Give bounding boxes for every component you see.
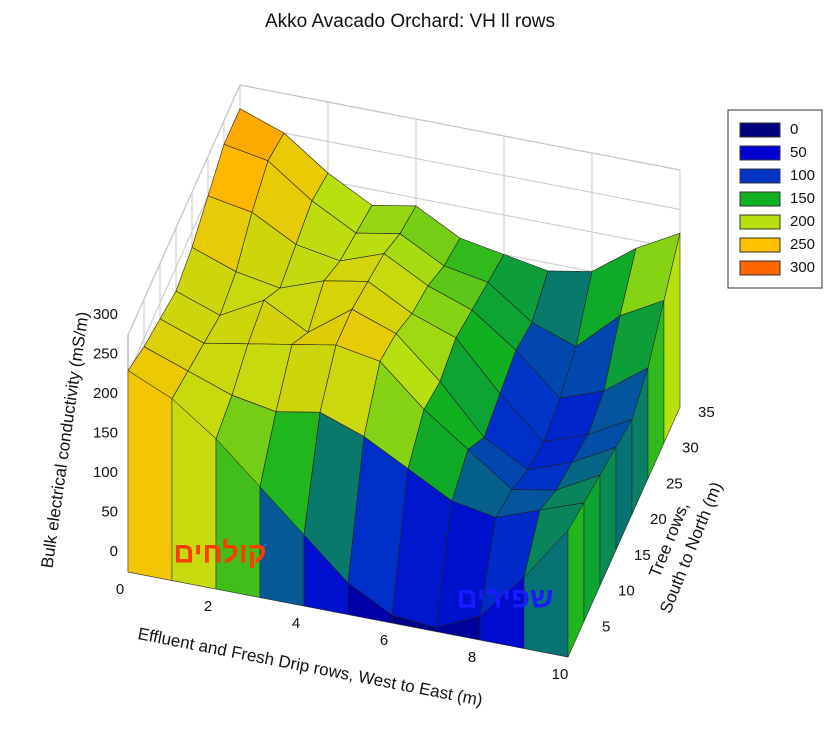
x-tick-label: 6 xyxy=(380,632,388,649)
z-tick-label: 200 xyxy=(93,385,118,402)
z-tick-label: 300 xyxy=(93,306,118,323)
y-tick-label: 5 xyxy=(602,618,610,635)
z-tick-label: 50 xyxy=(101,503,118,520)
legend-swatch xyxy=(739,237,781,253)
legend-label: 200 xyxy=(790,213,815,230)
y-tick-label: 15 xyxy=(634,547,651,564)
y-tick-label: 10 xyxy=(618,583,635,600)
y-tick-label: 25 xyxy=(666,475,683,492)
legend-swatch xyxy=(739,260,781,276)
grid-line xyxy=(127,84,241,336)
x-tick-label: 4 xyxy=(292,615,300,632)
x-tick-label: 2 xyxy=(204,598,212,615)
y-tick-label: 35 xyxy=(698,404,715,421)
legend-swatch xyxy=(739,214,781,230)
legend-label: 300 xyxy=(790,259,815,276)
legend-swatch xyxy=(739,145,781,161)
annotation: שפירים xyxy=(457,583,554,615)
right-wall xyxy=(663,233,681,443)
legend-label: 250 xyxy=(790,236,815,253)
grid-line xyxy=(239,84,681,171)
z-tick-label: 250 xyxy=(93,345,118,362)
z-tick-label: 100 xyxy=(93,464,118,481)
z-axis-label: Bulk electrical conductivity (mS/m) xyxy=(38,310,93,569)
legend-swatch xyxy=(739,168,781,184)
legend-label: 50 xyxy=(790,144,807,161)
y-tick-label: 20 xyxy=(650,511,667,528)
x-tick-label: 0 xyxy=(116,581,124,598)
x-tick-label: 8 xyxy=(468,649,476,666)
z-tick-label: 0 xyxy=(110,543,118,560)
right-wall xyxy=(567,501,585,658)
front-wall xyxy=(127,370,173,581)
legend-swatch xyxy=(739,191,781,207)
chart-title: Akko Avacado Orchard: VH ll rows xyxy=(265,11,555,32)
legend-label: 100 xyxy=(790,167,815,184)
y-tick-label: 30 xyxy=(682,440,699,457)
legend-swatch xyxy=(739,122,781,138)
z-tick-label: 150 xyxy=(93,424,118,441)
annotation: קולחים xyxy=(173,538,266,570)
x-axis-label: Effluent and Fresh Drip rows, West to Ea… xyxy=(136,624,484,710)
x-tick-label: 10 xyxy=(552,666,569,683)
legend-label: 150 xyxy=(790,190,815,207)
grid-line xyxy=(239,124,681,210)
legend-label: 0 xyxy=(790,121,798,138)
